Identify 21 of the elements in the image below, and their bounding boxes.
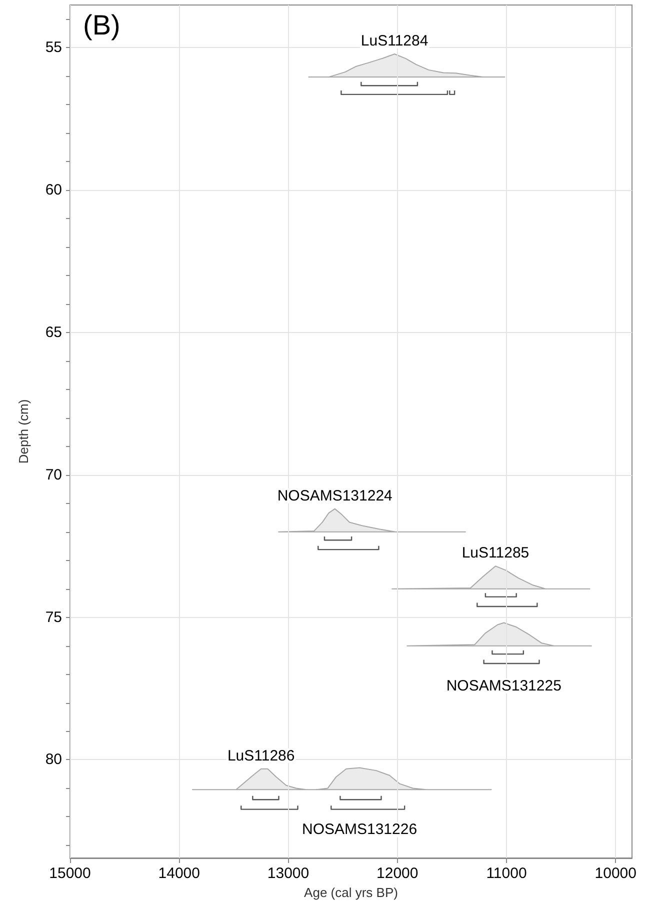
x-tick-label: 10000 [594,865,636,882]
chart-title: (B) [83,10,120,40]
text: NOSAMS131225 [446,677,562,694]
x-tick-label: 11000 [486,865,527,882]
y-tick-label: 55 [45,39,62,56]
x-tick-label: 15000 [49,865,91,882]
text: NOSAMS131226 [302,821,418,838]
x-tick-label: 14000 [158,865,200,882]
y-tick-label: 75 [45,608,62,626]
x-axis-title: Age (cal yrs BP) [304,884,398,900]
x-tick-label: 13000 [267,865,310,882]
series-label: LuS11286 [227,747,295,764]
series-label: NOSAMS131224 [277,487,392,504]
y-tick-label: 60 [45,182,62,199]
x-tick-label: 12000 [376,865,418,882]
y-tick-label: 80 [45,751,62,768]
y-tick-label: 70 [45,466,62,484]
y-tick-label: 65 [45,324,62,342]
y-axis-title: Depth (cm) [16,399,31,464]
series-label: LuS11284 [360,32,428,50]
series-label: LuS11285 [462,544,530,562]
